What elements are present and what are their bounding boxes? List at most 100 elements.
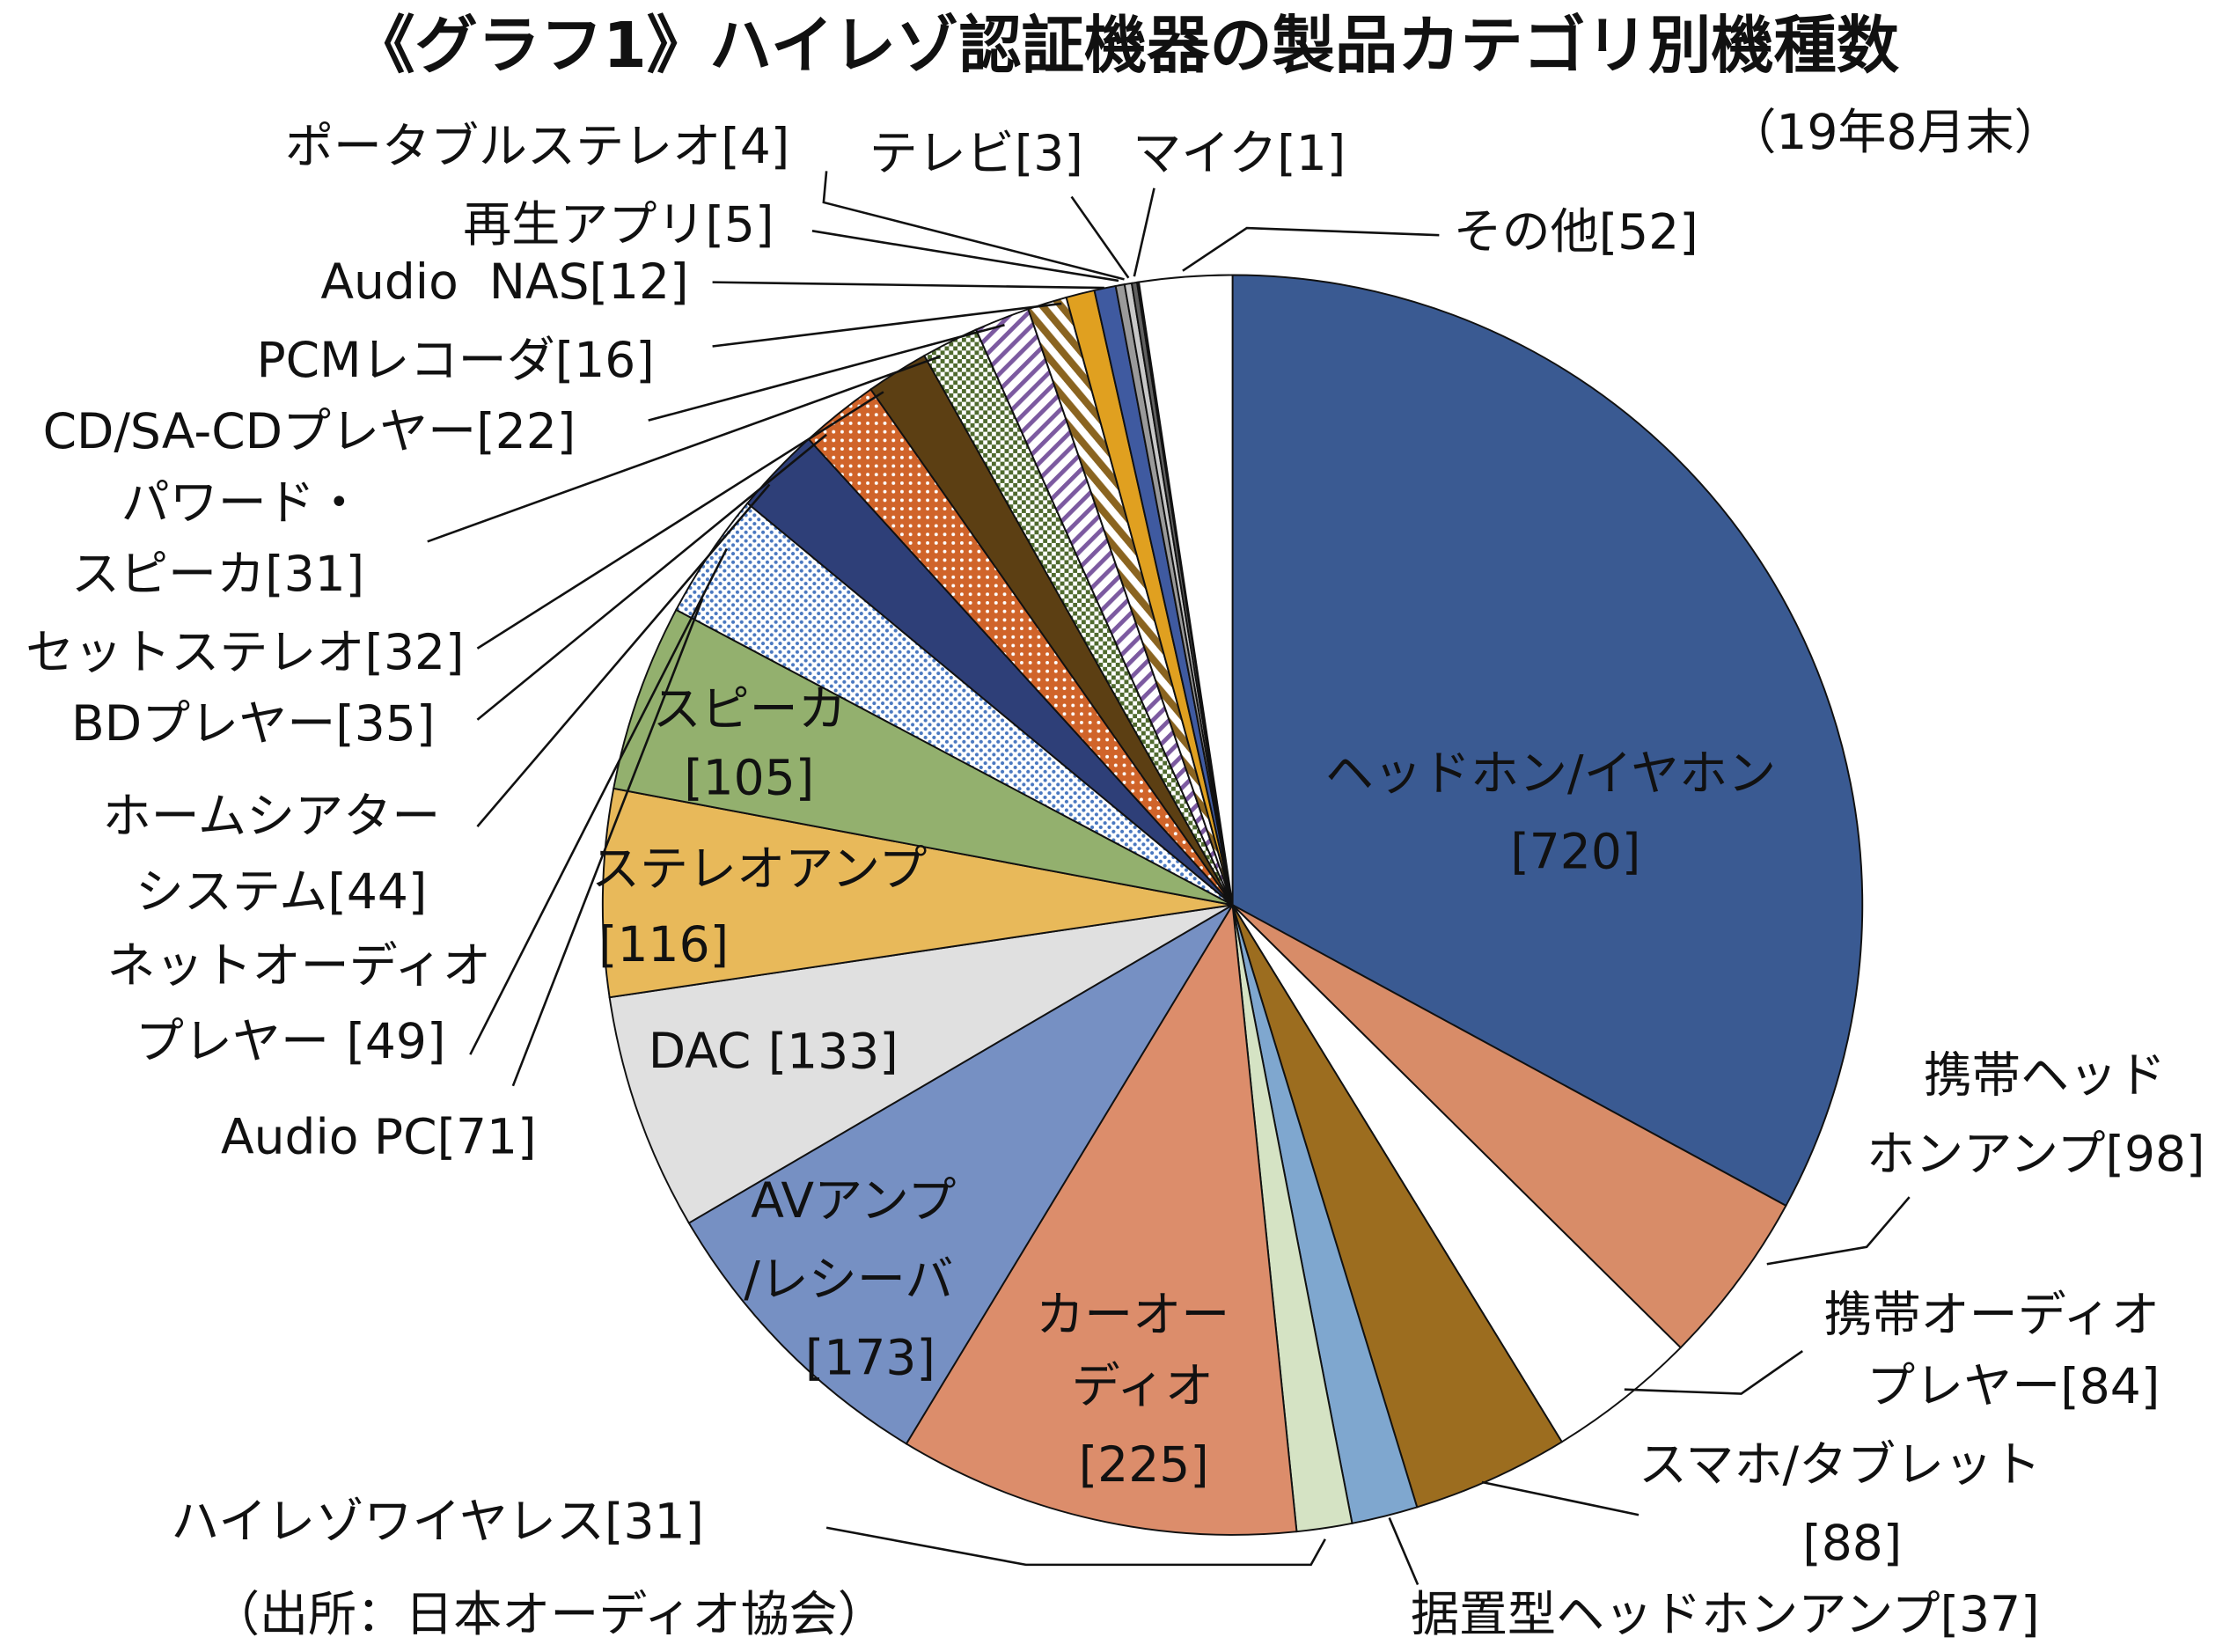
value-label: [22] [476,403,576,459]
slice-label: 据置型ヘッドホンアンプ [1411,1586,1940,1642]
pie-slice [608,904,1234,1224]
slice-label: DAC [649,1023,752,1079]
slice-label: ヘッドホン/イヤホン [1325,745,1776,802]
slice-label: スマホ/タブレット [1639,1436,2041,1493]
pie-slice [613,608,1234,907]
value-label: [720] [1510,824,1640,880]
value-label: [133] [768,1023,899,1079]
value-label: [31] [605,1494,704,1550]
slice-label: ネットオーディオプレヤー [106,937,491,1069]
label-line: ネットオーディオ [106,937,491,994]
leader-line [1070,195,1130,279]
slice-label: 再生アプリ [463,196,705,253]
slice-label: ステレオアンプ [591,841,927,897]
slice-label: Audio PC [221,1108,437,1164]
value-label: [71] [437,1108,537,1164]
label-line: プレヤー [1867,1358,2060,1414]
label-line: Audio NAS [320,253,589,310]
label-line: /レシーバ [744,1251,953,1307]
leader-line [476,483,771,827]
slice-label: PCMレコーダ [256,332,554,388]
leader-line [476,391,884,650]
leader-line [811,230,1119,283]
pie-slice [905,902,1298,1536]
value-label: [1] [1277,125,1346,181]
slice-label: パワード・スピーカ [71,474,363,602]
label-line: ステレオアンプ [591,841,927,897]
leader-line [712,281,1104,290]
leader-line [427,355,942,543]
label-line: システム [136,863,328,920]
value-label: [225] [1079,1436,1209,1493]
leader-line [822,171,1125,281]
value-label: [44] [327,863,427,920]
value-label: [37] [1940,1586,2040,1642]
label-line: ホンアンプ [1867,1126,2105,1182]
chart-subtitle: （19年8月末） [1728,104,2062,160]
value-label: [32] [364,624,464,680]
label-line: ハイレゾワイヤレス [171,1494,605,1550]
label-line: Audio PC [221,1108,437,1164]
slice-label: テレビ [869,125,1015,181]
leader-line [712,302,1062,348]
label-line: 据置型ヘッドホンアンプ [1411,1586,1940,1642]
label-line: ポータブルステレオ [285,118,721,174]
pie-slice [1231,274,1864,1208]
value-label: [116] [598,916,729,973]
value-label: [88] [1802,1515,1902,1571]
slice-label: BDプレヤー [71,695,335,752]
value-label: [84] [2060,1358,2160,1414]
label-line: 携帯オーディオ [1824,1287,2160,1343]
label-line: スピーカ [653,681,847,738]
label-line: BDプレヤー [71,695,335,752]
slice-label: CD/SA-CDプレヤー [43,403,477,459]
label-line: スピーカ [71,546,265,602]
label-line: ヘッドホン/イヤホン [1325,745,1776,802]
leader-line [648,323,1005,422]
label-line: ディオ [1072,1358,1214,1414]
source-note: （出所：日本オーディオ協会） [211,1586,886,1642]
value-label: [52] [1599,203,1698,260]
slice-label: ハイレゾワイヤレス [171,1494,605,1550]
slice-label: その他 [1454,203,1599,260]
label-line: パワード・ [121,474,363,531]
slice-label: マイク [1133,125,1277,181]
chart-title: 《グラフ1》ハイレゾ認証機器の製品カテゴリ別機種数 [352,9,1900,82]
leader-line [1624,1349,1803,1395]
slice-label: 携帯ヘッドホンアンプ [1867,1047,2166,1182]
pie-slice [1231,904,1787,1349]
value-label: [5] [705,196,774,253]
label-line: AVアンプ [751,1172,956,1229]
value-label: [4] [721,118,789,174]
label-line: 再生アプリ [463,196,705,253]
leader-line [1481,1480,1639,1516]
label-line: テレビ [869,125,1015,181]
label-line: スマホ/タブレット [1639,1436,2041,1493]
value-label: [12] [590,253,689,310]
slice-label: 携帯オーディオプレヤー [1824,1287,2160,1414]
leader-line [511,598,704,1087]
leader-line [469,547,728,1055]
label-line: PCMレコーダ [256,332,554,388]
label-line: セットステレオ [26,624,364,680]
label-line: プレヤー [136,1013,329,1069]
leader-line [825,1526,1326,1567]
leader-line [1182,226,1440,272]
label-line: DAC [649,1023,752,1079]
pie-slice [601,787,1233,999]
value-label: [105] [684,749,814,805]
label-line: マイク [1133,125,1277,181]
slice-label: カーオーディオ [1036,1287,1229,1414]
label-line: CD/SA-CDプレヤー [43,403,477,459]
slice-label: AVアンプ/レシーバ [744,1172,956,1307]
leader-line [1766,1196,1911,1266]
value-label: [31] [265,546,364,602]
leader-line [1133,187,1155,277]
value-label: [35] [335,695,435,752]
slice-label: スピーカ [653,681,847,738]
leader-line [476,433,827,721]
value-label: [49] [346,1013,445,1069]
slice-label: Audio NAS [320,253,589,310]
slice-label: ポータブルステレオ [285,118,721,174]
